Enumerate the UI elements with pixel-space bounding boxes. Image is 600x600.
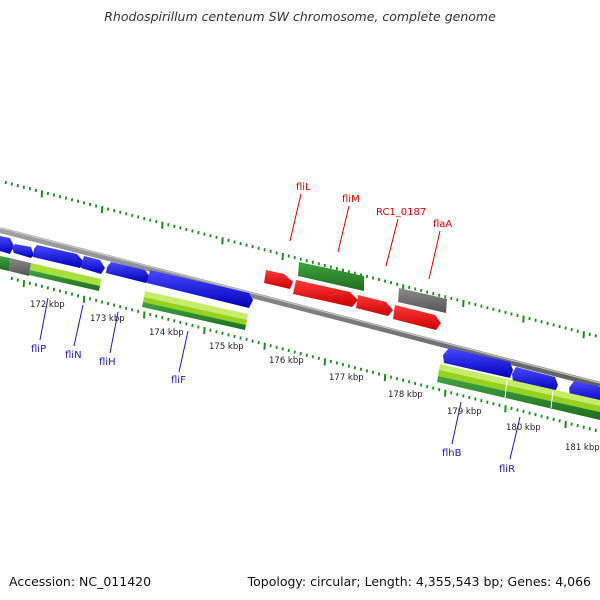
feature-green-fliM[interactable] <box>298 262 364 291</box>
map-title: Rhodospirillum centenum SW chromosome, c… <box>104 9 496 24</box>
feature-lightgreen-fliF[interactable] <box>144 291 248 320</box>
feature-lightgreen-flhB-2[interactable] <box>438 370 600 412</box>
feature-red-3[interactable] <box>356 295 393 316</box>
feature-gray-flaA[interactable] <box>398 288 447 313</box>
feature-separator-1 <box>504 379 508 399</box>
leader-fliL <box>289 193 302 242</box>
leader-fliN <box>73 304 84 347</box>
feature-red-2[interactable] <box>293 280 358 307</box>
kbp-label: 177 kbp <box>329 373 364 383</box>
chromosome-backbone <box>0 227 600 388</box>
kbp-label: 179 kbp <box>447 407 482 417</box>
kbp-label: 178 kbp <box>388 390 423 400</box>
leader-fliP <box>39 297 49 341</box>
reverse-scale-ticks <box>10 276 597 432</box>
feature-blue-5[interactable] <box>106 262 151 283</box>
forward-features <box>0 236 447 330</box>
kbp-label: 172 kbp <box>30 300 65 310</box>
feature-green-fliP[interactable] <box>29 270 100 291</box>
leader-fliF <box>178 330 189 373</box>
feature-blue-right[interactable] <box>569 381 600 404</box>
label-flaA[interactable]: flaA <box>433 219 452 230</box>
forward-scale-ticks <box>4 180 597 339</box>
feature-lightgreen-flhB[interactable] <box>439 364 600 406</box>
kbp-label: 176 kbp <box>269 356 304 366</box>
label-flhB[interactable]: flhB <box>442 448 462 459</box>
kbp-label: 180 kbp <box>506 423 541 433</box>
accession-text: Accession: NC_011420 <box>9 574 152 589</box>
feature-blue-6[interactable] <box>147 270 253 308</box>
feature-lightgreen-fliP[interactable] <box>30 263 101 286</box>
leader-fliR <box>509 416 521 460</box>
leader-fliM <box>337 205 350 253</box>
feature-green-fliF[interactable] <box>142 302 246 330</box>
feature-blue-4[interactable] <box>81 256 105 274</box>
feature-red-fliL[interactable] <box>264 270 293 289</box>
reverse-features <box>0 256 600 420</box>
feature-blue-3[interactable] <box>33 245 84 268</box>
feature-blue-2[interactable] <box>12 244 34 258</box>
feature-red-RC1_0187[interactable] <box>393 305 441 330</box>
label-fliF[interactable]: fliF <box>171 375 186 386</box>
feature-blue-flhB[interactable] <box>443 348 513 378</box>
feature-lightgreen-fliF-2[interactable] <box>143 297 247 325</box>
leader-RC1_0187 <box>385 218 399 267</box>
kbp-label: 173 kbp <box>90 314 125 324</box>
feature-blue-fliR[interactable] <box>512 367 558 392</box>
label-fliM[interactable]: fliM <box>342 194 360 205</box>
kbp-scale-labels: 172 kbp 173 kbp 174 kbp 175 kbp 176 kbp … <box>30 300 600 453</box>
label-fliL[interactable]: fliL <box>296 182 311 193</box>
leader-flaA <box>428 230 441 280</box>
label-fliP[interactable]: fliP <box>31 344 46 355</box>
feature-separator-2 <box>550 390 554 409</box>
leader-fliH <box>109 311 119 354</box>
leader-flhB <box>451 401 462 445</box>
label-fliN[interactable]: fliN <box>65 350 82 361</box>
kbp-label: 181 kbp <box>565 443 600 453</box>
chromosome-backbone-highlight <box>0 227 600 384</box>
genome-summary-text: Topology: circular; Length: 4,355,543 bp… <box>247 574 591 589</box>
feature-green-flhB[interactable] <box>437 376 600 420</box>
label-RC1_0187[interactable]: RC1_0187 <box>376 207 426 218</box>
top-gene-labels: fliL fliM RC1_0187 flaA <box>289 182 452 280</box>
label-fliR[interactable]: fliR <box>499 464 515 475</box>
kbp-label: 175 kbp <box>209 342 244 352</box>
label-fliH[interactable]: fliH <box>99 357 116 368</box>
feature-green-left[interactable] <box>0 256 10 271</box>
kbp-label: 174 kbp <box>149 328 184 338</box>
bottom-gene-labels: fliP fliN fliH fliF flhB fliR <box>31 297 521 475</box>
feature-gray-left[interactable] <box>9 258 31 276</box>
feature-blue-1[interactable] <box>0 236 14 254</box>
